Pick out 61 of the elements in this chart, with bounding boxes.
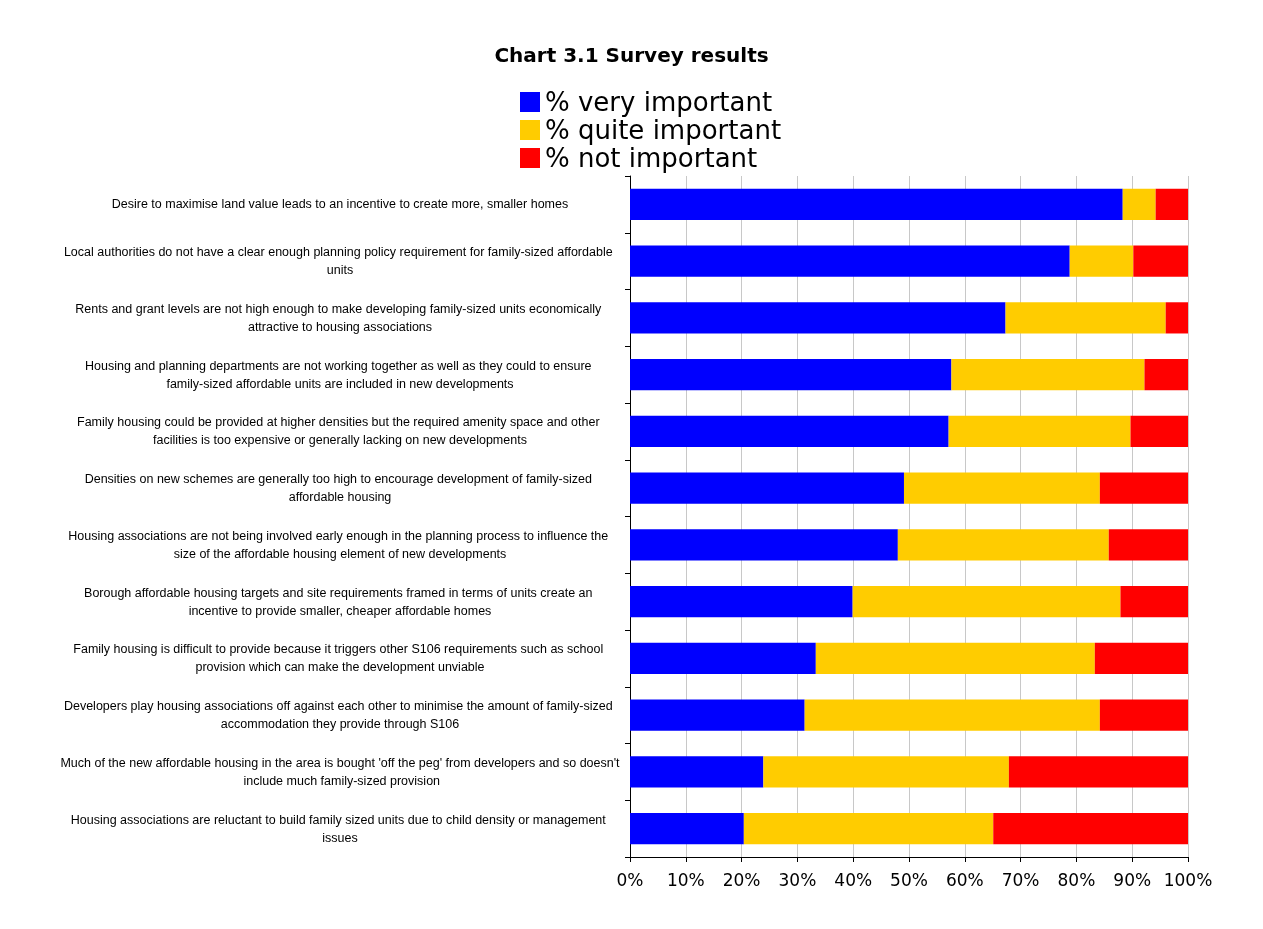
- bar: [630, 756, 764, 788]
- y-tick-label: Densities on new schemes are generally too high to encourage development of family-sized affordable housing: [84, 472, 596, 505]
- bar: [630, 642, 816, 674]
- y-tick-label: Housing associations are reluctant to build family sized units due to child density or management issues: [70, 812, 610, 845]
- x-tick-label: 60%: [945, 869, 984, 890]
- y-tick-label: Family housing is difficult to provide because it triggers other S106 requirements such as school provision which can make the development unviable: [73, 642, 607, 675]
- bar: [1094, 642, 1188, 674]
- bar: [1108, 529, 1188, 561]
- bar: [1008, 756, 1188, 788]
- x-tick-label: 70%: [1001, 869, 1040, 890]
- bar: [630, 415, 949, 447]
- bar: [804, 699, 1100, 731]
- y-tick-label: Housing and planning departments are not working together as well as they could to ensure family-sized affordable units are included in new developments: [84, 358, 596, 391]
- bar: [1133, 245, 1188, 277]
- y-tick-label: Developers play housing associations off against each other to minimise the amount of family-sized accommodation they provide through S106: [63, 699, 617, 732]
- bar: [852, 586, 1121, 618]
- bar: [1144, 359, 1188, 391]
- y-tick-label: Family housing could be provided at higher densities but the required amenity space and other facilities is too expensive or generally lacking on new developments: [76, 415, 604, 448]
- bar: [951, 359, 1145, 391]
- x-tick-label: 10%: [666, 869, 705, 890]
- y-tick-label: Desire to maximise land value leads to an incentive to create more, smaller homes: [111, 197, 569, 212]
- bar: [1120, 586, 1188, 618]
- y-tick-label: Local authorities do not have a clear enough planning policy requirement for family-sized affordable units: [63, 245, 617, 278]
- bar: [630, 188, 1123, 220]
- bar: [1155, 188, 1188, 220]
- x-tick-label: 30%: [778, 869, 817, 890]
- bar: [630, 813, 744, 845]
- x-tick-label: 0%: [616, 869, 644, 890]
- bar: [630, 472, 904, 504]
- bar: [630, 245, 1070, 277]
- bar: [897, 529, 1109, 561]
- bar: [630, 359, 952, 391]
- x-tick-label: 90%: [1113, 869, 1152, 890]
- y-tick-label: Rents and grant levels are not high enough to make developing family-sized units economically attractive to housing associations: [75, 301, 605, 334]
- y-tick-label: Much of the new affordable housing in the area is bought 'off the peg' from developers and so doesn't include much family-sized provision: [60, 755, 621, 788]
- bar: [815, 642, 1095, 674]
- y-tick-label: Housing associations are not being involved early enough in the planning process to influence the size of the affordable housing element of new developments: [68, 528, 612, 561]
- bar: [743, 813, 994, 845]
- bar: [630, 529, 898, 561]
- bar: [630, 302, 1006, 334]
- chart-title: Chart 3.1 Survey results: [494, 43, 769, 67]
- bar: [993, 813, 1188, 845]
- bar: [1069, 245, 1134, 277]
- bar: [630, 699, 805, 731]
- bar: [1099, 472, 1188, 504]
- bar: [1122, 188, 1156, 220]
- bar: [1130, 415, 1188, 447]
- x-tick-label: 20%: [722, 869, 761, 890]
- x-tick-label: 80%: [1057, 869, 1096, 890]
- x-tick-label: 100%: [1163, 869, 1213, 890]
- bar: [630, 586, 853, 618]
- bar: [1099, 699, 1188, 731]
- y-tick-label: Borough affordable housing targets and site requirements framed in terms of units create an incentive to provide smaller, cheaper affordable homes: [84, 585, 596, 618]
- x-tick-label: 40%: [834, 869, 873, 890]
- bar: [1165, 302, 1188, 334]
- bar: [1005, 302, 1166, 334]
- legend-label: % very important: [545, 87, 773, 117]
- bar: [763, 756, 1009, 788]
- bar: [948, 415, 1131, 447]
- x-tick-label: 50%: [890, 869, 928, 890]
- bar: [903, 472, 1100, 504]
